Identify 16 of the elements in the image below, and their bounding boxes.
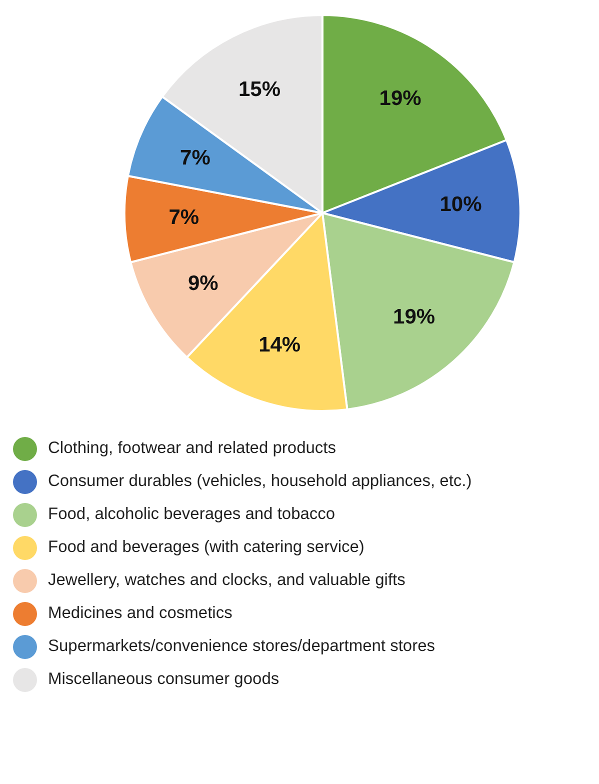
- legend-label: Consumer durables (vehicles, household appliances, etc.): [48, 472, 472, 491]
- data-label: 7%: [180, 146, 211, 170]
- data-label: 19%: [393, 305, 436, 328]
- legend-label: Food, alcoholic beverages and tobacco: [48, 505, 336, 524]
- legend-label: Miscellaneous consumer goods: [48, 670, 280, 689]
- legend-label: Medicines and cosmetics: [48, 604, 232, 623]
- legend-label: Clothing, footwear and related products: [48, 439, 336, 458]
- legend-label: Food and beverages (with catering service): [48, 538, 364, 557]
- data-label: 15%: [238, 78, 281, 102]
- data-label: 9%: [188, 272, 219, 296]
- data-label: 10%: [440, 192, 482, 216]
- data-label: 19%: [379, 86, 422, 110]
- legend-label: Supermarkets/convenience stores/department stores: [48, 637, 436, 656]
- legend-label: Jewellery, watches and clocks, and valuable gifts: [48, 571, 406, 590]
- data-label: 14%: [258, 333, 301, 356]
- data-label: 7%: [168, 206, 200, 229]
